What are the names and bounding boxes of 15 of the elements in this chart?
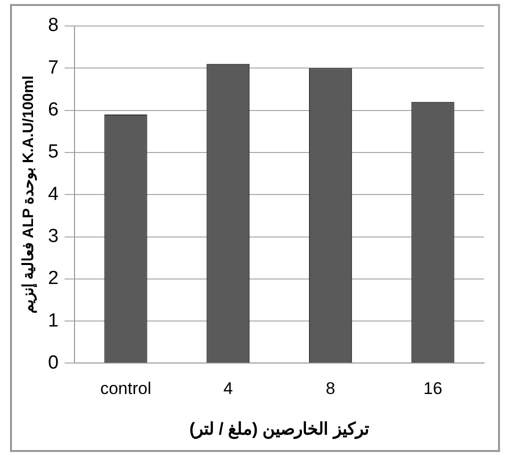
y-tick-label: 4 [48,184,59,205]
y-tick-label: 6 [48,100,59,121]
x-tick-label: 8 [326,379,336,398]
y-tick-label: 7 [48,57,59,78]
y-tick-label: 5 [48,142,59,163]
y-axis-title: فعالية إنزيم ALP بوحدة K.A.U/100ml [20,76,38,314]
x-tick-label: 4 [223,379,233,398]
y-tick-label: 0 [48,352,59,374]
x-axis-title: تركيز الخارصين (ملغ / لتر) [189,419,370,440]
y-tick-label: 1 [48,310,59,332]
x-tick-label: control [100,379,152,398]
y-tick-label: 8 [48,15,59,36]
y-tick-label: 2 [48,268,59,290]
x-tick-label: 16 [423,379,442,398]
y-tick-label: 3 [48,226,59,247]
